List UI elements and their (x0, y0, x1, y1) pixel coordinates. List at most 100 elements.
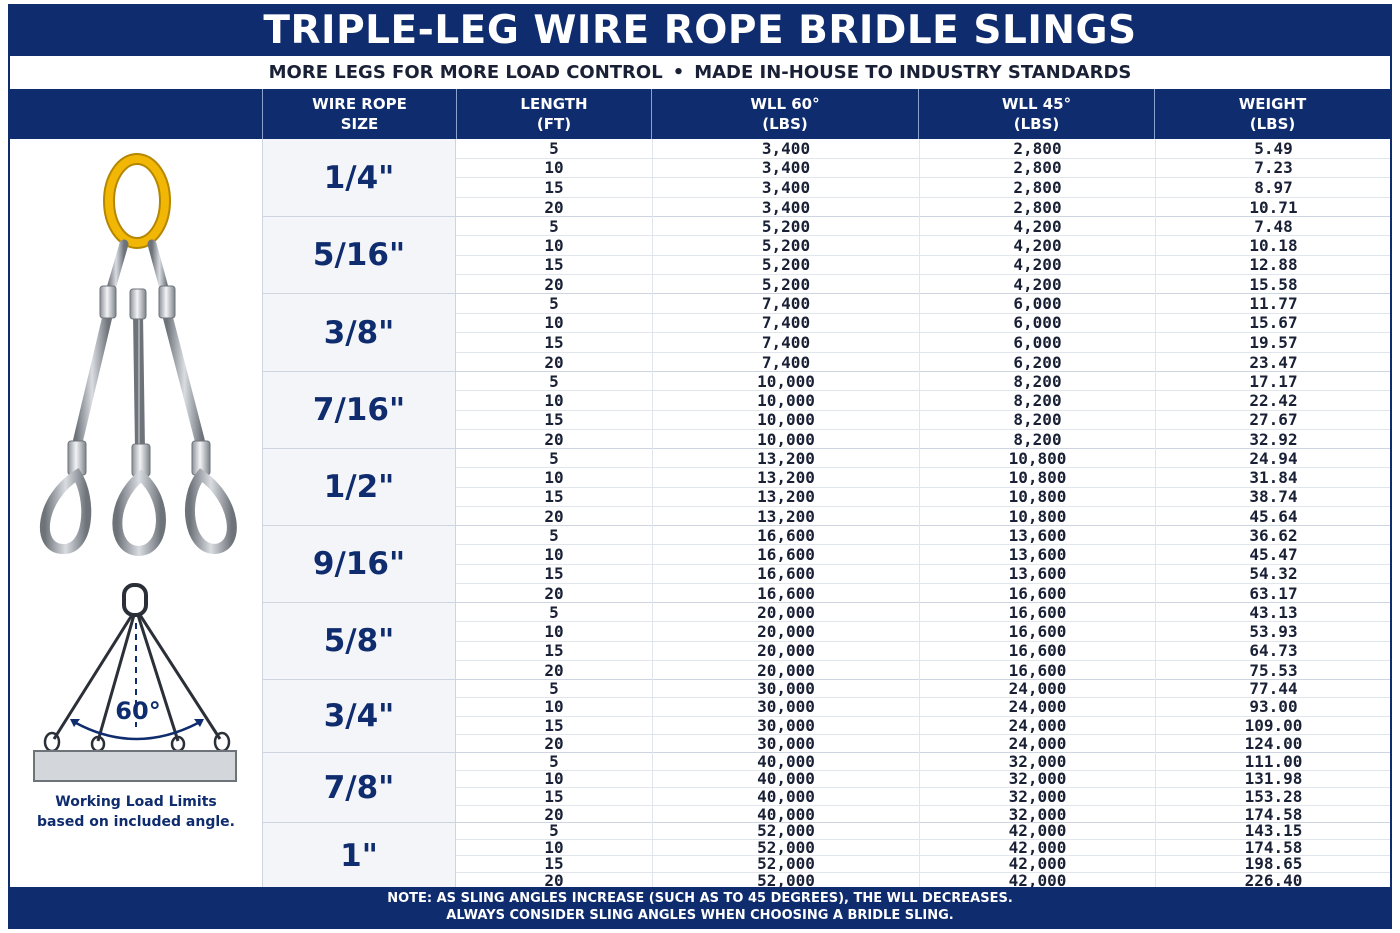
length-cell: 5 (549, 371, 559, 391)
wll60-cell: 20,000 (652, 622, 919, 641)
wll60-cell: 13,200 (652, 468, 919, 487)
table-row: 20 7,400 6,200 23.47 (456, 352, 1390, 372)
table-row: 10 40,000 32,000 131.98 (456, 769, 1390, 788)
wll45-cell: 32,000 (919, 805, 1155, 824)
length-cell: 5 (549, 448, 559, 468)
wll60-cell: 40,000 (652, 787, 919, 806)
wll60-cell: 13,200 (652, 449, 919, 468)
size-group: 5/8" 5 20,000 16,600 43.13 10 20,000 16,600 53.9… (263, 603, 1390, 680)
header-wll60-line2: (LBS) (762, 115, 808, 133)
table-header: WIRE ROPE SIZE LENGTH (FT) WLL 60° (LBS)… (10, 89, 1390, 139)
size-cell: 7/8" (263, 753, 456, 822)
weight-cell: 7.48 (1155, 217, 1390, 236)
size-cell: 5/8" (263, 603, 456, 679)
wll45-cell: 24,000 (919, 734, 1155, 753)
wll60-cell: 16,600 (652, 564, 919, 583)
table-row: 15 10,000 8,200 27.67 (456, 410, 1390, 430)
weight-cell: 22.42 (1155, 391, 1390, 410)
header-weight-line2: (LBS) (1249, 115, 1296, 133)
wll45-cell: 42,000 (919, 821, 1155, 840)
wll60-cell: 30,000 (652, 697, 919, 716)
note-bar: NOTE: AS SLING ANGLES INCREASE (SUCH AS … (10, 887, 1390, 927)
wll60-cell: 3,400 (652, 139, 919, 158)
wll45-cell: 6,000 (919, 313, 1155, 332)
subtitle-separator: • (672, 62, 685, 83)
wll60-cell: 3,400 (652, 197, 919, 217)
length-cell: 20 (544, 352, 564, 372)
page-title: TRIPLE-LEG WIRE ROPE BRIDLE SLINGS (10, 6, 1390, 56)
table-row: 10 16,600 13,600 45.47 (456, 544, 1390, 565)
table-row: 5 7,400 6,000 11.77 (456, 294, 1390, 314)
angle-label: 60° (115, 697, 160, 725)
header-length-line1: LENGTH (520, 95, 588, 113)
table-row: 10 13,200 10,800 31.84 (456, 468, 1390, 488)
wll60-cell: 52,000 (652, 871, 919, 890)
wll45-cell: 32,000 (919, 787, 1155, 806)
table-row: 15 30,000 24,000 109.00 (456, 715, 1390, 735)
length-cell: 15 (544, 715, 564, 735)
length-cell: 20 (544, 734, 564, 754)
weight-cell: 124.00 (1155, 734, 1390, 753)
wll45-cell: 16,600 (919, 603, 1155, 622)
wll60-cell: 5,200 (652, 217, 919, 236)
wll45-cell: 6,000 (919, 294, 1155, 313)
table-row: 20 30,000 24,000 124.00 (456, 734, 1390, 754)
wll60-cell: 5,200 (652, 236, 919, 255)
sling-illustration (40, 153, 237, 557)
wll60-cell: 10,000 (652, 391, 919, 410)
size-group: 5/16" 5 5,200 4,200 7.48 10 5,200 4,200 10.18 15 5… (263, 216, 1390, 294)
length-cell: 15 (544, 564, 564, 584)
header-wll60-line1: WLL 60° (750, 95, 820, 113)
header-weight-line1: WEIGHT (1238, 95, 1307, 113)
wll60-cell: 40,000 (652, 752, 919, 771)
table-row: 20 5,200 4,200 15.58 (456, 274, 1390, 294)
weight-cell: 54.32 (1155, 564, 1390, 583)
subtitle-left: MORE LEGS FOR MORE LOAD CONTROL (268, 62, 663, 83)
length-cell: 10 (544, 544, 564, 564)
length-cell: 10 (544, 621, 564, 641)
wll60-cell: 10,000 (652, 429, 919, 449)
table-row: 10 5,200 4,200 10.18 (456, 236, 1390, 256)
diagram-caption: Working Load Limits based on included an… (10, 792, 262, 832)
weight-cell: 8.97 (1155, 178, 1390, 197)
wll45-cell: 10,800 (919, 468, 1155, 487)
weight-cell: 174.58 (1155, 838, 1390, 857)
size-group: 1/2" 5 13,200 10,800 24.94 10 13,200 10,800 31.8… (263, 448, 1390, 526)
table-row: 15 52,000 42,000 198.65 (456, 854, 1390, 873)
wll60-cell: 10,000 (652, 410, 919, 429)
table-row: 15 5,200 4,200 12.88 (456, 255, 1390, 275)
size-group: 7/8" 5 40,000 32,000 111.00 10 40,000 32,000 131… (263, 752, 1390, 824)
length-cell: 20 (544, 583, 564, 603)
header-size: WIRE ROPE SIZE (262, 89, 456, 139)
weight-cell: 198.65 (1155, 854, 1390, 873)
weight-cell: 5.49 (1155, 139, 1390, 158)
wll45-cell: 2,800 (919, 158, 1155, 177)
wll45-cell: 8,200 (919, 391, 1155, 410)
weight-cell: 64.73 (1155, 641, 1390, 660)
weight-cell: 15.58 (1155, 274, 1390, 294)
weight-cell: 32.92 (1155, 429, 1390, 449)
weight-cell: 93.00 (1155, 697, 1390, 716)
table-row: 5 40,000 32,000 111.00 (456, 752, 1390, 771)
size-cell: 1/4" (263, 139, 456, 216)
wll60-cell: 5,200 (652, 255, 919, 274)
size-cell: 9/16" (263, 526, 456, 602)
load-block (33, 750, 237, 782)
wll45-cell: 2,800 (919, 197, 1155, 217)
wll60-cell: 10,000 (652, 372, 919, 391)
weight-cell: 12.88 (1155, 255, 1390, 274)
table-row: 10 52,000 42,000 174.58 (456, 837, 1390, 857)
wll60-cell: 3,400 (652, 178, 919, 197)
table-row: 20 10,000 8,200 32.92 (456, 429, 1390, 449)
subtitle: MORE LEGS FOR MORE LOAD CONTROL • MADE IN-… (10, 56, 1390, 89)
wll45-cell: 13,600 (919, 526, 1155, 545)
wll60-cell: 20,000 (652, 641, 919, 660)
length-cell: 10 (544, 837, 564, 857)
length-cell: 15 (544, 332, 564, 352)
length-cell: 10 (544, 697, 564, 717)
length-cell: 5 (549, 216, 559, 236)
wll60-cell: 16,600 (652, 545, 919, 564)
wll60-cell: 16,600 (652, 526, 919, 545)
size-group: 1" 5 52,000 42,000 143.15 10 52,000 42,000 174.5… (263, 821, 1390, 890)
weight-cell: 77.44 (1155, 679, 1390, 698)
